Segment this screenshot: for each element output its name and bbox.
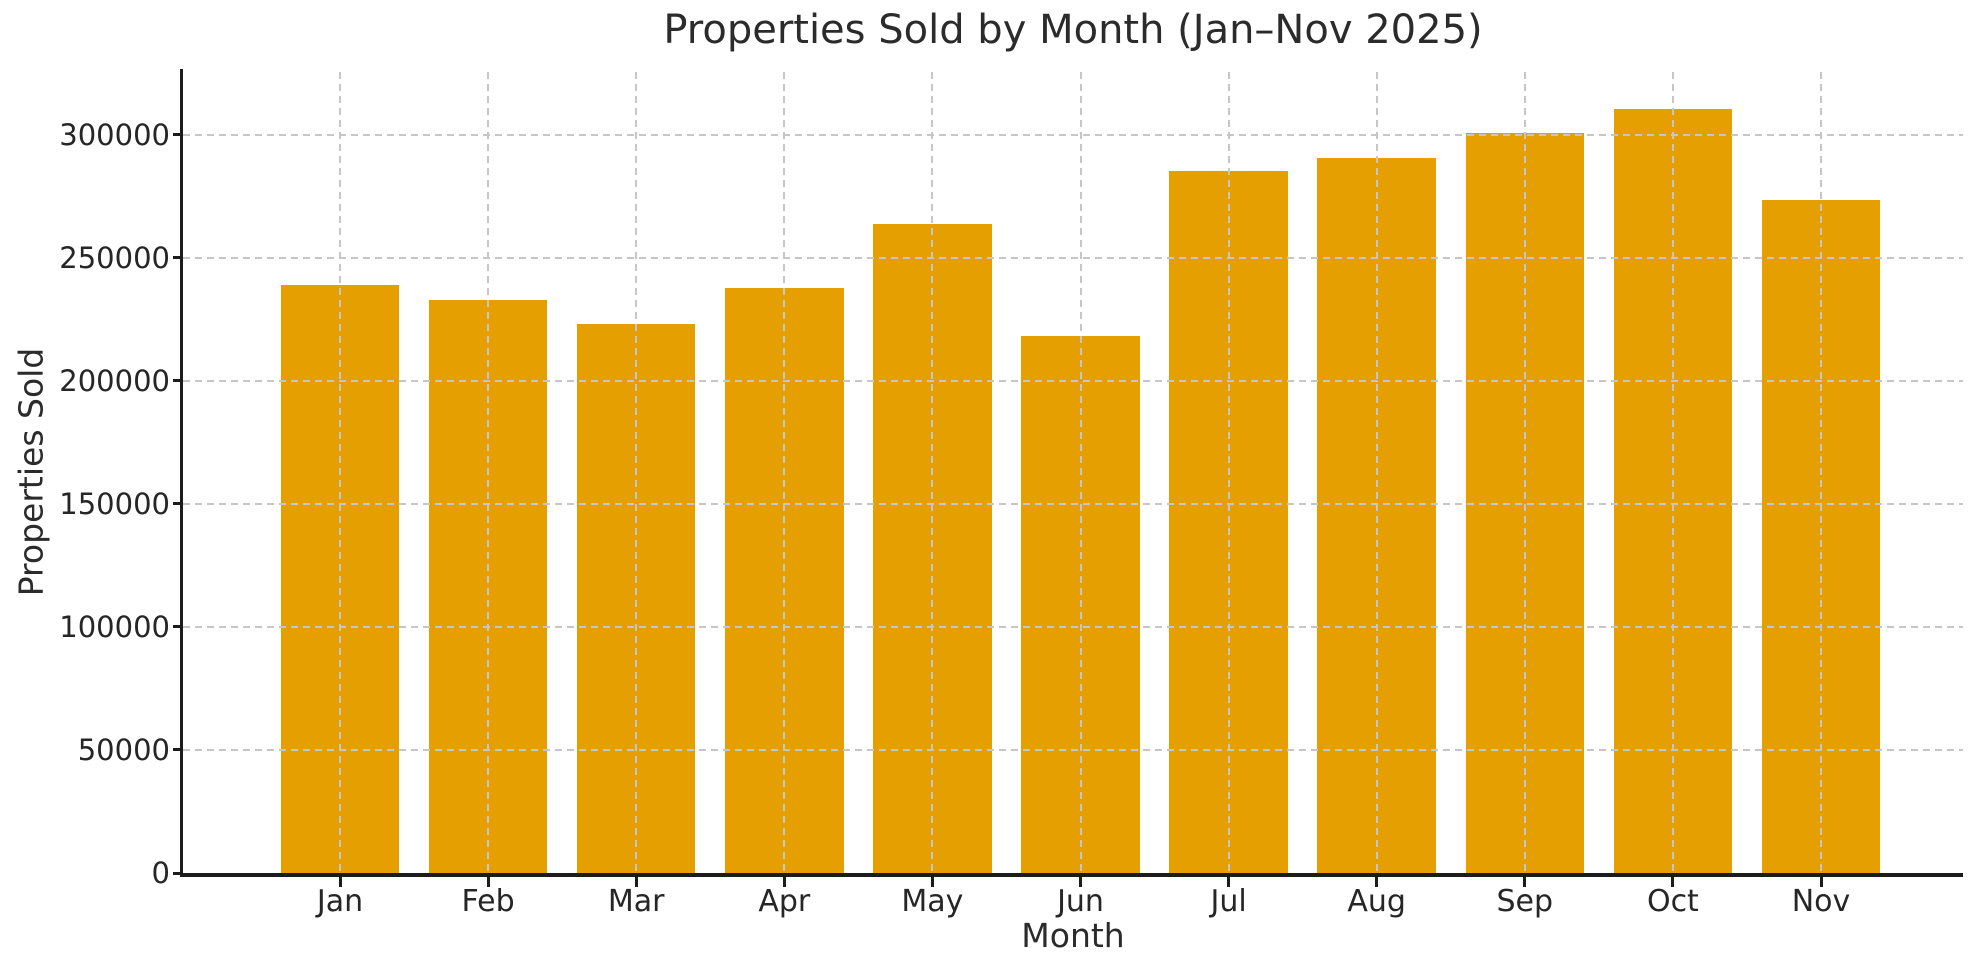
gridline-h-300000 xyxy=(183,133,1963,136)
y-axis-spine xyxy=(179,69,183,877)
x-tick-mar xyxy=(634,876,638,887)
x-tick-sep xyxy=(1523,876,1527,887)
gridline-v-oct xyxy=(1671,72,1674,873)
gridline-v-mar xyxy=(635,72,638,873)
gridline-h-200000 xyxy=(183,379,1963,382)
x-tick-jul xyxy=(1227,876,1231,887)
chart-title: Properties Sold by Month (Jan–Nov 2025) xyxy=(663,7,1483,53)
gridline-v-jun xyxy=(1079,72,1082,873)
x-tick-label-nov: Nov xyxy=(1791,884,1851,919)
y-tick-250000 xyxy=(173,256,183,260)
x-tick-nov xyxy=(1819,876,1823,887)
y-tick-150000 xyxy=(173,502,183,506)
gridline-h-150000 xyxy=(183,502,1963,505)
gridline-h-250000 xyxy=(183,256,1963,259)
gridline-h-50000 xyxy=(183,748,1963,751)
x-tick-oct xyxy=(1671,876,1675,887)
y-tick-100000 xyxy=(173,625,183,629)
y-tick-label-100000: 100000 xyxy=(59,609,170,644)
x-tick-label-jul: Jul xyxy=(1210,884,1247,919)
y-tick-label-50000: 50000 xyxy=(77,732,170,767)
x-axis-title: Month xyxy=(1021,916,1125,955)
y-tick-0 xyxy=(173,871,183,875)
y-tick-label-250000: 250000 xyxy=(59,240,170,275)
x-tick-label-feb: Feb xyxy=(461,884,515,919)
y-tick-50000 xyxy=(173,748,183,752)
x-axis-spine xyxy=(179,873,1963,877)
x-tick-may xyxy=(930,876,934,887)
gridline-v-apr xyxy=(783,72,786,873)
x-tick-label-jan: Jan xyxy=(316,884,364,919)
y-tick-300000 xyxy=(173,133,183,137)
x-tick-label-jun: Jun xyxy=(1057,884,1104,919)
x-tick-label-apr: Apr xyxy=(758,884,811,919)
x-tick-label-aug: Aug xyxy=(1347,884,1406,919)
x-tick-jun xyxy=(1079,876,1082,887)
y-tick-label-300000: 300000 xyxy=(59,117,170,152)
y-tick-label-200000: 200000 xyxy=(59,363,170,398)
x-tick-jan xyxy=(338,876,342,887)
x-tick-label-sep: Sep xyxy=(1496,884,1554,919)
gridline-h-100000 xyxy=(183,625,1963,628)
gridline-v-may xyxy=(931,72,934,873)
x-tick-label-mar: Mar xyxy=(607,884,665,919)
gridline-v-feb xyxy=(487,72,490,873)
gridline-v-jan xyxy=(339,72,341,873)
x-tick-label-may: May xyxy=(901,884,964,919)
y-tick-200000 xyxy=(173,379,183,383)
gridline-v-jul xyxy=(1227,72,1230,873)
y-tick-label-150000: 150000 xyxy=(59,486,170,521)
x-tick-apr xyxy=(782,876,786,887)
y-tick-label-0: 0 xyxy=(151,856,170,890)
x-tick-aug xyxy=(1375,876,1379,887)
gridline-v-aug xyxy=(1375,72,1378,873)
x-tick-feb xyxy=(486,876,490,887)
gridline-v-nov xyxy=(1820,72,1822,873)
x-tick-label-oct: Oct xyxy=(1646,884,1699,919)
gridline-v-sep xyxy=(1523,72,1526,873)
